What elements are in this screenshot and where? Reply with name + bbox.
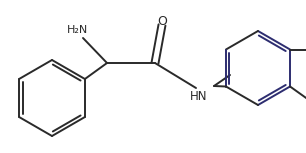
Text: HN: HN — [190, 91, 207, 103]
Text: H₂N: H₂N — [67, 25, 89, 35]
Text: O: O — [157, 15, 167, 28]
